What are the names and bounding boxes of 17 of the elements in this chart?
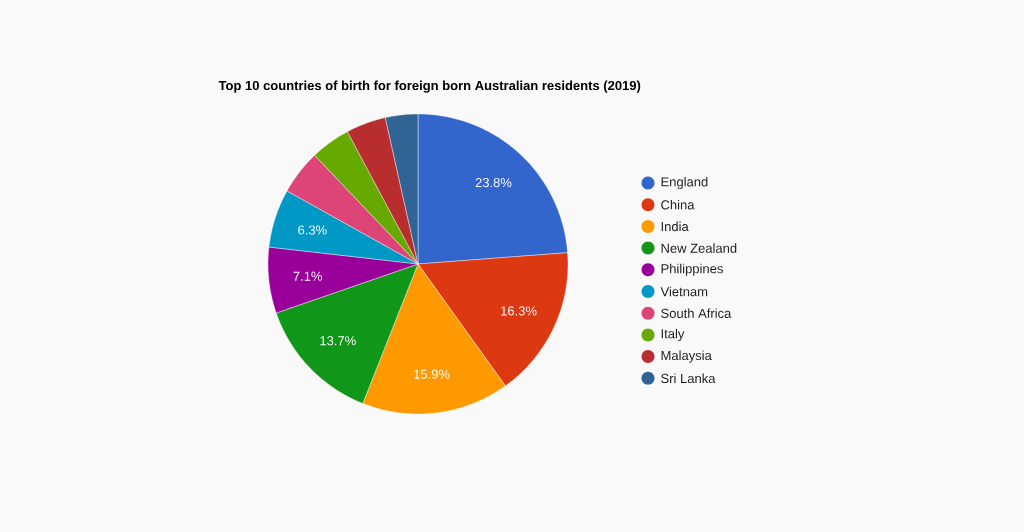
data-label: 13.7% [320, 336, 356, 346]
legend-label: New Zealand [661, 243, 737, 253]
data-label: 15.9% [414, 369, 450, 379]
data-label: 23.8% [475, 177, 512, 188]
legend-label: Italy [661, 328, 685, 341]
data-label: 16.3% [501, 306, 537, 316]
legend-label: South Africa [661, 308, 732, 318]
chart-title: Top 10 countries of birth for foreign born Australian residents (2019) [218, 80, 641, 93]
legend-label: Sri Lanka [661, 373, 716, 384]
legend-label: China [661, 199, 695, 210]
legend-label: Vietnam [660, 286, 708, 297]
legend-label: India [661, 221, 689, 232]
legend-label: Philippines [661, 263, 723, 276]
data-label: 7.1% [293, 271, 323, 281]
data-label: 6.3% [298, 225, 327, 235]
legend-label: England [661, 176, 708, 190]
legend-label: Malaysia [661, 350, 712, 363]
